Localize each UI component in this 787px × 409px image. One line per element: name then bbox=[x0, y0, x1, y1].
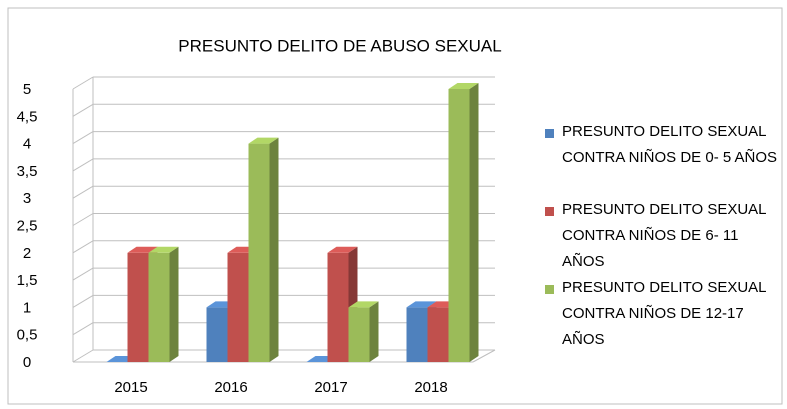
legend-label: PRESUNTO DELITO SEXUAL CONTRA NIÑOS DE 1… bbox=[562, 279, 766, 348]
bar-top bbox=[127, 246, 158, 253]
bar-side bbox=[169, 246, 179, 362]
bar-top bbox=[406, 301, 437, 308]
bar bbox=[427, 307, 449, 362]
y-tick-label: 3,5 bbox=[17, 163, 38, 180]
bar-side bbox=[469, 83, 479, 362]
bar bbox=[248, 143, 270, 362]
legend-label: PRESUNTO DELITO SEXUAL CONTRA NIÑOS DE 0… bbox=[562, 123, 778, 166]
x-tick-label: 2016 bbox=[214, 379, 247, 396]
y-tick-label: 4 bbox=[23, 136, 31, 153]
grid-line-side bbox=[72, 240, 94, 254]
bar bbox=[348, 307, 370, 362]
legend-item: PRESUNTO DELITO SEXUAL CONTRA NIÑOS DE 0… bbox=[545, 123, 780, 171]
grid-line-side bbox=[72, 158, 94, 172]
grid-line-side bbox=[72, 322, 94, 336]
legend-swatch bbox=[545, 207, 554, 216]
y-tick-label: 3 bbox=[23, 190, 31, 207]
grid-line-side bbox=[72, 185, 94, 199]
y-tick-label: 4,5 bbox=[17, 108, 38, 125]
grid-line-side bbox=[72, 213, 94, 226]
grid-line-side bbox=[72, 294, 94, 308]
bar-top bbox=[348, 301, 379, 308]
x-tick-label: 2017 bbox=[314, 379, 347, 396]
grid-line-side bbox=[72, 131, 94, 145]
legend-swatch bbox=[545, 285, 554, 294]
grid-line-side bbox=[72, 267, 94, 281]
y-tick-label: 5 bbox=[23, 81, 31, 98]
grid-line-side bbox=[72, 103, 94, 117]
y-tick-label: 2,5 bbox=[17, 217, 38, 234]
bar-top bbox=[148, 246, 179, 253]
x-tick-label: 2018 bbox=[414, 379, 447, 396]
bar bbox=[127, 252, 149, 362]
bar bbox=[327, 252, 349, 362]
bar bbox=[148, 252, 170, 362]
floor-right bbox=[472, 349, 496, 363]
legend-item: PRESUNTO DELITO SEXUAL CONTRA NIÑOS DE 1… bbox=[545, 279, 780, 353]
legend-swatch bbox=[545, 129, 554, 138]
y-tick-label: 0,5 bbox=[17, 327, 38, 344]
grid-line-side bbox=[72, 349, 94, 363]
x-tick-label: 2015 bbox=[114, 379, 147, 396]
legend-label: PRESUNTO DELITO SEXUAL CONTRA NIÑOS DE 6… bbox=[562, 201, 766, 270]
grid-line-side bbox=[72, 76, 94, 90]
y-tick-label: 1,5 bbox=[17, 272, 38, 289]
bar bbox=[406, 307, 428, 362]
bar-top bbox=[327, 246, 358, 253]
y-tick-label: 2 bbox=[23, 245, 31, 262]
bar-top bbox=[248, 137, 279, 144]
legend-item: PRESUNTO DELITO SEXUAL CONTRA NIÑOS DE 6… bbox=[545, 201, 780, 275]
bar bbox=[448, 89, 470, 362]
bar-top bbox=[448, 83, 479, 89]
bar-side bbox=[369, 301, 379, 362]
y-tick-label: 1 bbox=[23, 299, 31, 316]
y-tick-label: 0 bbox=[23, 354, 31, 371]
bar bbox=[227, 252, 249, 362]
chart-title: PRESUNTO DELITO DE ABUSO SEXUAL bbox=[178, 36, 501, 55]
bar-side bbox=[269, 137, 279, 362]
bar bbox=[206, 307, 228, 362]
